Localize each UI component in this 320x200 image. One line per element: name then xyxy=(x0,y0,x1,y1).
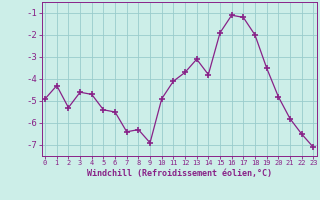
X-axis label: Windchill (Refroidissement éolien,°C): Windchill (Refroidissement éolien,°C) xyxy=(87,169,272,178)
